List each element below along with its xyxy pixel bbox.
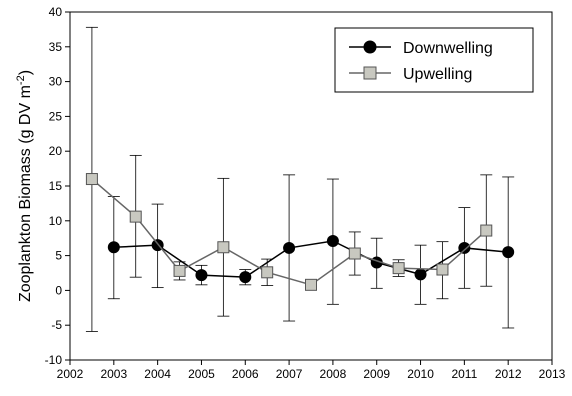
y-tick-label: 40 [49, 5, 63, 19]
x-tick-label: 2010 [407, 367, 434, 381]
data-point-downwelling [283, 241, 296, 254]
data-point-upwelling [305, 278, 317, 291]
data-point-downwelling [195, 269, 208, 282]
data-point-upwelling [392, 262, 405, 275]
data-point-upwelling [436, 263, 449, 276]
y-tick-label: 10 [49, 214, 63, 228]
y-tick-label: -10 [45, 353, 63, 367]
x-tick-label: 2009 [363, 367, 390, 381]
x-tick-label: 2002 [57, 367, 84, 381]
y-axis-title-superscript: -2 [15, 75, 27, 85]
y-tick-label: 35 [49, 40, 63, 54]
data-point-upwelling [348, 247, 361, 260]
data-point-upwelling [261, 266, 274, 279]
series-downwelling [107, 174, 515, 329]
x-tick-label: 2008 [320, 367, 347, 381]
series-line-downwelling [113, 240, 509, 278]
data-point-downwelling [502, 246, 515, 259]
data-point-upwelling [217, 241, 230, 254]
data-point-upwelling [173, 264, 186, 277]
legend-marker-downwelling [363, 40, 377, 54]
x-tick-label: 2004 [144, 367, 171, 381]
x-tick-label: 2012 [495, 367, 522, 381]
y-tick-label: 5 [55, 249, 62, 263]
y-axis: -10 -5 0 5 10 15 20 25 30 35 40 [45, 5, 70, 367]
series-layer [85, 26, 515, 332]
data-point-downwelling [414, 268, 427, 281]
legend-marker-upwelling [363, 66, 377, 80]
x-axis: 2002 2003 2004 2005 2006 2007 2008 2009 2010 2011… [57, 360, 566, 381]
data-point-upwelling [480, 224, 493, 237]
data-point-downwelling [239, 271, 252, 284]
legend-label-downwelling: Downwelling [403, 40, 493, 57]
data-point-downwelling [107, 241, 120, 254]
y-tick-label: -5 [51, 318, 62, 332]
y-axis-title: Zooplankton Biomass (g DV m-2) [15, 70, 34, 302]
y-axis-title-main: Zooplankton Biomass (g DV m [17, 85, 34, 302]
y-tick-label: 30 [49, 75, 63, 89]
y-tick-label: 25 [49, 109, 63, 123]
series-line-upwelling [91, 178, 487, 286]
data-point-downwelling [326, 234, 339, 247]
data-point-upwelling [85, 173, 98, 186]
x-tick-label: 2007 [276, 367, 303, 381]
data-point-downwelling [458, 241, 471, 254]
legend-label-upwelling: Upwelling [403, 66, 472, 83]
legend: Downwelling Upwelling [334, 27, 534, 93]
x-tick-label: 2005 [188, 367, 215, 381]
x-tick-label: 2013 [539, 367, 566, 381]
y-tick-label: 15 [49, 179, 63, 193]
y-tick-label: 20 [49, 144, 63, 158]
y-axis-title-close: ) [17, 70, 34, 75]
x-tick-label: 2006 [232, 367, 259, 381]
x-tick-label: 2011 [451, 367, 477, 381]
series-upwelling [85, 26, 493, 332]
data-point-upwelling [129, 210, 142, 223]
y-tick-label: 0 [55, 283, 62, 297]
x-tick-label: 2003 [100, 367, 127, 381]
legend-box [334, 27, 534, 93]
